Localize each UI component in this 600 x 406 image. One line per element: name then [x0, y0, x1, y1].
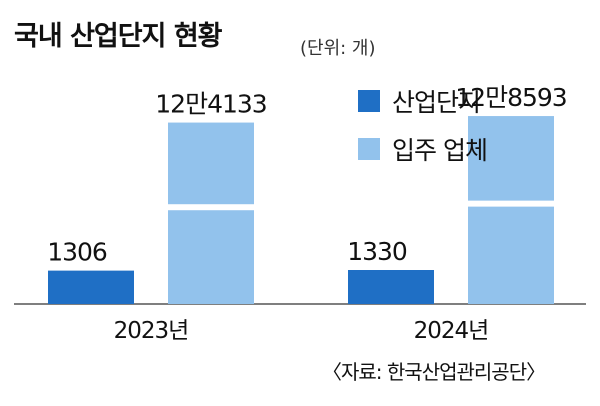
bar-tenant-companies-1: [168, 122, 254, 304]
data-label-tenant-companies-1: 12만4133: [155, 90, 266, 119]
legend-swatch-tenant-companies: [358, 138, 380, 160]
chart-title: 국내 산업단지 현황: [14, 21, 223, 52]
category-label-1: 2023년: [114, 318, 189, 344]
legend-swatch-industrial-complex: [358, 90, 380, 112]
category-label-2: 2024년: [414, 318, 489, 344]
legend-item-tenant-companies: 입주 업체: [358, 132, 488, 166]
bar-industrial-complex-1: [48, 270, 134, 304]
legend-label-tenant-companies: 입주 업체: [392, 136, 488, 165]
axis-break-2: [466, 200, 556, 207]
data-label-tenant-companies-2: 12만8593: [455, 83, 566, 112]
data-label-industrial-complex-1: 1306: [47, 238, 107, 267]
source-note: 〈자료: 한국산업관리공단〉: [322, 360, 546, 384]
unit-label: (단위: 개): [300, 38, 376, 59]
bar-tenant-companies-2: [468, 116, 554, 304]
legend-label-industrial-complex: 산업단지: [392, 88, 481, 117]
legend: 산업단지 입주 업체: [358, 84, 488, 180]
data-label-industrial-complex-2: 1330: [347, 237, 407, 266]
legend-item-industrial-complex: 산업단지: [358, 84, 487, 118]
axis-break-1: [166, 204, 256, 211]
bar-industrial-complex-2: [348, 270, 434, 304]
